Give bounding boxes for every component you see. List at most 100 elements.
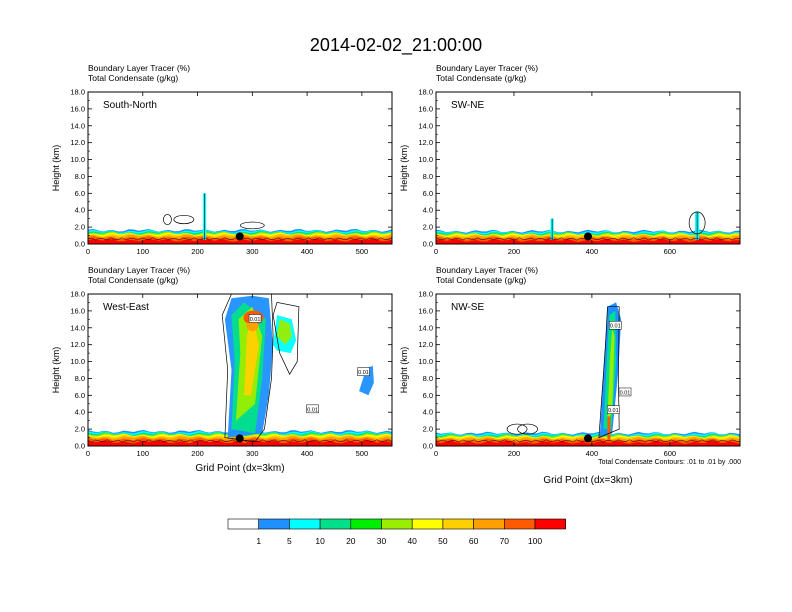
panel-west-east: 0.01 0.01 0.01 0.0 2.0 4.0 6.0 8.0 10.0 12.0 14.0 1…: [51, 265, 393, 474]
colorbar-label: 60: [469, 536, 479, 546]
tracer-field: [88, 294, 392, 446]
x-tick-label: 400: [301, 449, 314, 458]
y-tick-label: 0.0: [423, 442, 433, 451]
colorbar-label: 70: [500, 536, 510, 546]
header-tracer: Boundary Layer Tracer (%): [88, 265, 190, 275]
x-tick-label: 200: [508, 449, 521, 458]
contour-label-box: [607, 405, 620, 414]
colorbar: 1 5 10 20 30 40 50 60 70 100: [227, 518, 567, 546]
header-condensate: Total Condensate (g/kg): [88, 73, 178, 83]
tracer-band: [436, 239, 740, 244]
y-tick-label: 12.0: [418, 138, 433, 147]
contour-footnote: Total Condensate Contours: .01 to .01 by…: [598, 459, 741, 466]
condensate-contour: [173, 214, 195, 225]
colorbar-swatch: [442, 518, 474, 530]
panel-label: SW-NE: [451, 100, 484, 111]
contour-label: 0.01: [610, 324, 621, 330]
contour-label-box: [609, 320, 622, 330]
header-condensate: Total Condensate (g/kg): [88, 275, 178, 285]
tracer-band: [88, 440, 392, 446]
storm-tower: [607, 327, 615, 421]
condensate-contour: [598, 306, 620, 439]
y-tick-label: 8.0: [75, 172, 85, 181]
contour-label: 0.01: [307, 407, 318, 413]
y-tick-label: 4.0: [75, 206, 85, 215]
y-tick-label: 16.0: [418, 306, 433, 315]
x-tick-label: 400: [301, 247, 314, 256]
y-tick-label: 2.0: [423, 223, 433, 232]
condensate-contour: [221, 294, 274, 443]
storm-core: [607, 416, 611, 442]
header-tracer: Boundary Layer Tracer (%): [88, 63, 190, 73]
condensate-contour: [272, 301, 300, 375]
y-tick-label: 4.0: [75, 408, 85, 417]
colorbar-swatch: [258, 518, 290, 530]
colorbar-swatch: [503, 518, 536, 530]
x-tick-label: 0: [86, 449, 90, 458]
y-tick-label: 6.0: [75, 189, 85, 198]
colorbar-swatch: [289, 518, 321, 530]
plot-frame: [435, 91, 741, 245]
location-marker: [235, 434, 244, 443]
y-tick-label: 12.0: [418, 340, 433, 349]
y-tick-label: 12.0: [70, 340, 85, 349]
panel-label: West-East: [103, 302, 149, 313]
y-tick-label: 18.0: [70, 290, 85, 299]
x-tick-label: 600: [664, 247, 677, 256]
x-tick-label: 500: [356, 247, 369, 256]
colorbar-swatch: [381, 518, 413, 530]
y-tick-label: 8.0: [423, 374, 433, 383]
x-tick-label: 300: [246, 449, 259, 458]
y-tick-label: 18.0: [418, 88, 433, 97]
contour-label: 0.01: [620, 390, 631, 396]
x-tick-label: 100: [137, 449, 150, 458]
storm-tower: [277, 319, 292, 345]
plot-frame: [87, 91, 393, 245]
y-axis-label: Height (km): [399, 145, 409, 192]
condensate-contour: [239, 221, 265, 230]
x-tick-label: 200: [191, 449, 204, 458]
x-tick-label: 500: [356, 449, 369, 458]
panels: 0.0 2.0 4.0 6.0 8.0 10.0 12.0 14.0 16.0 18.0 0 100 2…: [51, 63, 741, 486]
x-tick-label: 200: [191, 247, 204, 256]
panel-south-north: 0.0 2.0 4.0 6.0 8.0 10.0 12.0 14.0 16.0 18.0 0 100 2…: [51, 63, 393, 256]
colorbar-swatch: [227, 518, 260, 530]
condensate-contour: [163, 214, 172, 225]
y-tick-label: 14.0: [70, 121, 85, 130]
figure-title: 2014-02-02_21:00:00: [310, 35, 482, 56]
y-tick-label: 4.0: [423, 408, 433, 417]
x-tick-label: 200: [508, 247, 521, 256]
y-tick-label: 10.0: [70, 357, 85, 366]
panel-nw-se: 0.01 0.01 0.01 0.0 2.0 4.0 6.0 8.0 10.0 12.0 14.0 1…: [399, 265, 741, 486]
colorbar-swatch: [534, 518, 567, 530]
colorbar-swatch: [473, 518, 505, 530]
y-tick-label: 10.0: [70, 155, 85, 164]
y-tick-label: 6.0: [423, 391, 433, 400]
header-tracer: Boundary Layer Tracer (%): [436, 63, 538, 73]
y-tick-label: 12.0: [70, 138, 85, 147]
colorbar-label: 40: [407, 536, 417, 546]
y-tick-label: 14.0: [70, 323, 85, 332]
y-tick-label: 6.0: [423, 189, 433, 198]
y-tick-label: 2.0: [75, 223, 85, 232]
x-axis-label: Grid Point (dx=3km): [195, 463, 284, 474]
y-tick-label: 8.0: [75, 374, 85, 383]
y-tick-label: 18.0: [418, 290, 433, 299]
y-tick-label: 16.0: [70, 104, 85, 113]
x-axis-label: Grid Point (dx=3km): [543, 475, 632, 486]
contour-label: 0.01: [608, 408, 619, 414]
tracer-band: [436, 440, 740, 446]
header-condensate: Total Condensate (g/kg): [436, 73, 526, 83]
y-axis-label: Height (km): [51, 145, 61, 192]
colorbar-label: 100: [528, 536, 542, 546]
x-tick-label: 100: [137, 247, 150, 256]
x-tick-label: 0: [434, 449, 438, 458]
y-tick-label: 8.0: [423, 172, 433, 181]
y-tick-label: 14.0: [418, 323, 433, 332]
colorbar-swatch: [319, 518, 352, 530]
contour-label-box: [357, 367, 370, 376]
y-tick-label: 10.0: [418, 357, 433, 366]
x-tick-label: 0: [86, 247, 90, 256]
colorbar-label: 30: [377, 536, 387, 546]
colorbar-label: 50: [438, 536, 448, 546]
